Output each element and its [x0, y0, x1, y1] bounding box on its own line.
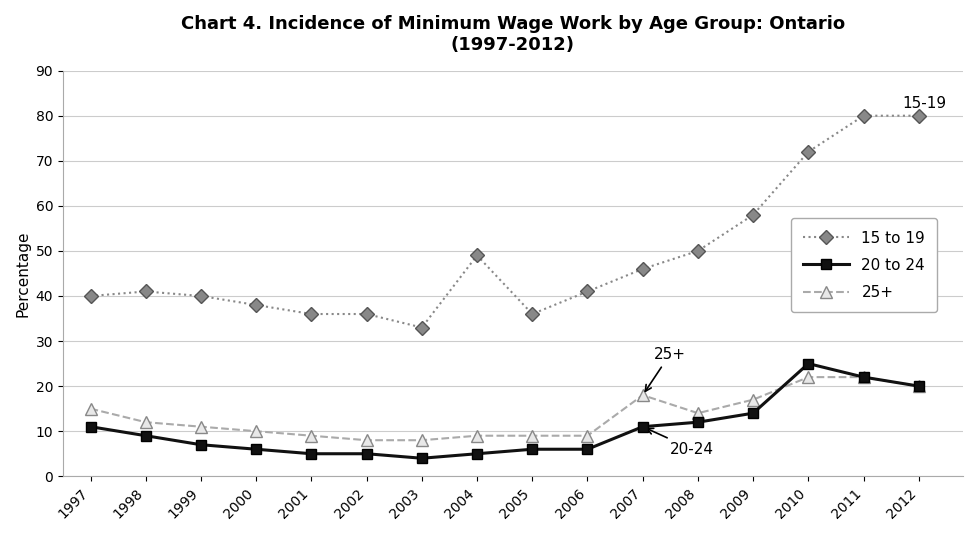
Legend: 15 to 19, 20 to 24, 25+: 15 to 19, 20 to 24, 25+ [790, 218, 936, 312]
Text: 20-24: 20-24 [646, 428, 713, 457]
Title: Chart 4. Incidence of Minimum Wage Work by Age Group: Ontario
(1997-2012): Chart 4. Incidence of Minimum Wage Work … [181, 15, 844, 54]
Text: 25+: 25+ [645, 347, 685, 391]
Text: 15-19: 15-19 [902, 96, 946, 111]
Y-axis label: Percentage: Percentage [15, 230, 30, 317]
